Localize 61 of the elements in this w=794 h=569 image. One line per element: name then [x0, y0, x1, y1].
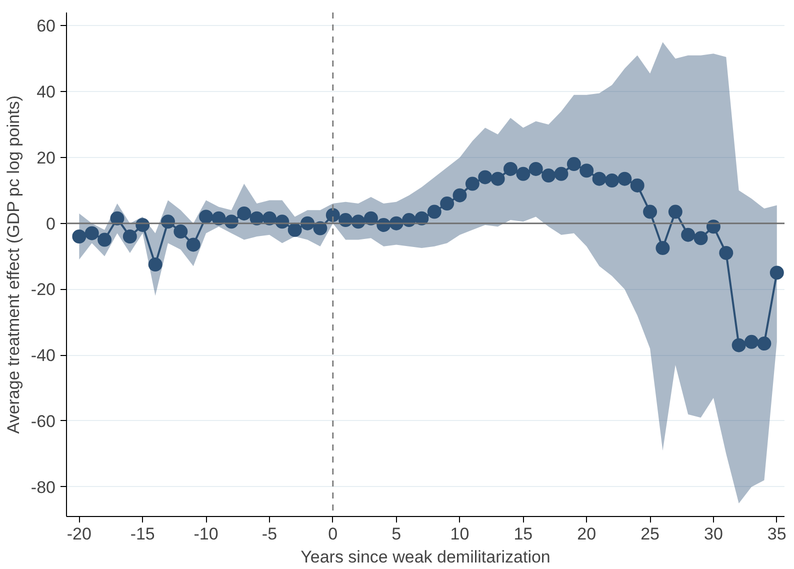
point — [630, 178, 644, 192]
point — [757, 336, 772, 351]
point — [452, 188, 467, 202]
point — [516, 166, 530, 181]
point — [174, 224, 188, 239]
y-tick-label: 20 — [36, 148, 56, 168]
point — [313, 221, 328, 236]
y-tick-label: 60 — [36, 16, 56, 36]
point — [528, 162, 543, 176]
point — [681, 228, 696, 242]
point — [186, 238, 200, 252]
x-tick-label: 30 — [704, 524, 723, 544]
x-tick-label: -5 — [262, 524, 278, 544]
point — [719, 246, 734, 260]
point — [503, 162, 518, 176]
point — [490, 172, 505, 186]
x-tick-label: -20 — [66, 524, 92, 544]
point — [326, 208, 340, 222]
point — [694, 231, 708, 246]
point — [554, 166, 568, 181]
x-tick-label: 35 — [767, 524, 786, 544]
point — [199, 210, 214, 224]
x-tick-label: -15 — [130, 524, 155, 544]
point — [580, 164, 594, 178]
point — [237, 206, 252, 220]
y-tick-label: 40 — [36, 82, 56, 102]
point — [566, 157, 581, 172]
x-tick-label: 20 — [577, 524, 596, 544]
x-tick-label: 0 — [328, 524, 338, 544]
point — [542, 168, 556, 183]
point — [148, 258, 162, 272]
point — [98, 232, 112, 247]
y-axis-title: Average treatment effect (GDP pc log points) — [4, 96, 23, 434]
point — [770, 266, 784, 280]
point — [592, 172, 606, 186]
point — [656, 241, 670, 256]
point — [732, 338, 746, 352]
y-tick-label: -80 — [30, 478, 56, 497]
point — [604, 174, 619, 188]
y-tick-label: -40 — [30, 346, 56, 366]
point — [618, 172, 632, 186]
point — [288, 222, 302, 237]
y-tick-label: 0 — [46, 214, 56, 234]
x-tick-label: 5 — [392, 524, 402, 544]
x-tick-label: 15 — [514, 524, 533, 544]
point — [122, 230, 137, 244]
point — [72, 230, 86, 244]
y-tick-label: -60 — [30, 412, 56, 431]
x-tick-label: 25 — [640, 524, 660, 544]
x-tick-label: 10 — [450, 524, 470, 544]
point — [465, 176, 480, 191]
point — [478, 170, 492, 184]
point — [440, 196, 454, 211]
point — [744, 334, 759, 349]
point — [84, 226, 99, 240]
x-tick-label: -10 — [194, 524, 218, 544]
point — [427, 204, 442, 219]
point — [643, 204, 658, 219]
y-tick-label: -20 — [30, 280, 56, 300]
x-axis-title: Years since weak demilitarization — [300, 548, 550, 566]
point — [668, 204, 682, 219]
